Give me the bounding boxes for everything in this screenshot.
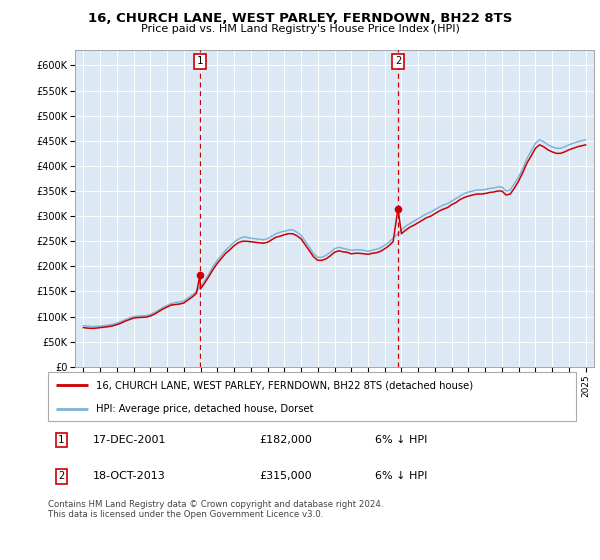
Text: 17-DEC-2001: 17-DEC-2001: [93, 435, 166, 445]
Text: 6% ↓ HPI: 6% ↓ HPI: [376, 435, 428, 445]
Text: £315,000: £315,000: [259, 472, 312, 482]
Text: Contains HM Land Registry data © Crown copyright and database right 2024.
This d: Contains HM Land Registry data © Crown c…: [48, 500, 383, 519]
Text: 16, CHURCH LANE, WEST PARLEY, FERNDOWN, BH22 8TS: 16, CHURCH LANE, WEST PARLEY, FERNDOWN, …: [88, 12, 512, 25]
Text: Price paid vs. HM Land Registry's House Price Index (HPI): Price paid vs. HM Land Registry's House …: [140, 24, 460, 34]
Text: HPI: Average price, detached house, Dorset: HPI: Average price, detached house, Dors…: [95, 404, 313, 414]
Text: 2: 2: [395, 57, 401, 67]
Text: 18-OCT-2013: 18-OCT-2013: [93, 472, 166, 482]
Text: 16, CHURCH LANE, WEST PARLEY, FERNDOWN, BH22 8TS (detached house): 16, CHURCH LANE, WEST PARLEY, FERNDOWN, …: [95, 380, 473, 390]
Text: 2: 2: [58, 472, 64, 482]
Text: 1: 1: [58, 435, 64, 445]
Text: 6% ↓ HPI: 6% ↓ HPI: [376, 472, 428, 482]
Text: £182,000: £182,000: [259, 435, 312, 445]
Text: 1: 1: [197, 57, 203, 67]
